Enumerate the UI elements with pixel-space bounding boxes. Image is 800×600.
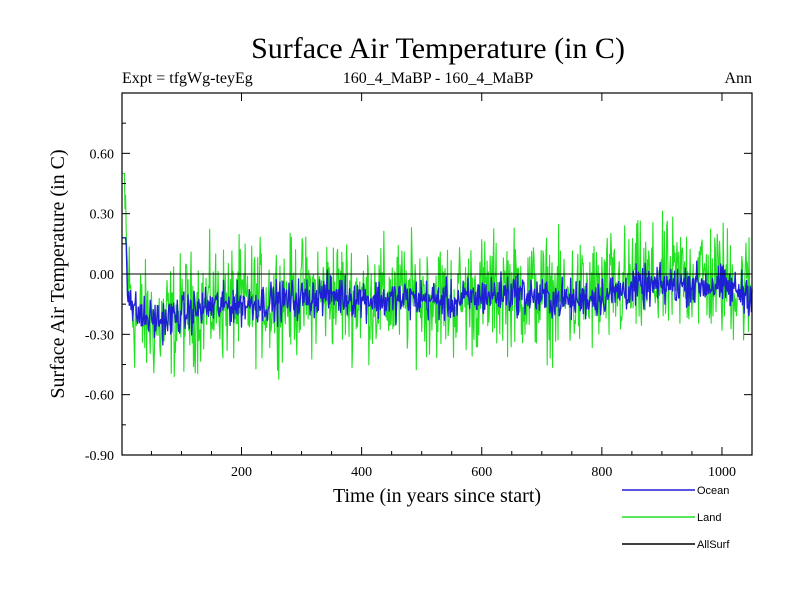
legend-label-allsurf: AllSurf: [697, 539, 730, 551]
y-tick-label: -0.60: [85, 389, 114, 404]
y-tick-label: -0.90: [85, 449, 114, 464]
season-label: Ann: [724, 70, 752, 87]
legend-label-ocean: Ocean: [697, 485, 729, 497]
legend: Ocean Land AllSurf: [622, 485, 730, 551]
x-tick-label: 800: [591, 465, 612, 480]
y-tick-label: 0.00: [90, 268, 115, 283]
y-tick-label: -0.30: [85, 328, 114, 343]
x-tick-label: 400: [351, 465, 372, 480]
period-label: 160_4_MaBP - 160_4_MaBP: [342, 70, 534, 87]
y-tick-label: 0.30: [90, 208, 115, 223]
x-axis-label: Time (in years since start): [333, 485, 541, 507]
x-tick-label: 200: [231, 465, 252, 480]
x-tick-label: 1000: [708, 465, 736, 480]
experiment-label: Expt = tfgWg-teyEg: [122, 70, 253, 87]
y-tick-label: 0.60: [90, 147, 115, 162]
legend-label-land: Land: [697, 512, 721, 524]
x-axis-ticks: 200 400 600 800 1000: [150, 93, 736, 480]
chart-title: Surface Air Temperature (in C): [251, 32, 625, 65]
y-axis-ticks: -0.90 -0.60 -0.30 0.00 0.30 0.60: [85, 122, 752, 464]
x-tick-label: 600: [471, 465, 492, 480]
series-layer: [121, 172, 753, 380]
y-axis-label: Surface Air Temperature (in C): [47, 149, 69, 398]
series-line-ocean: [121, 237, 753, 346]
